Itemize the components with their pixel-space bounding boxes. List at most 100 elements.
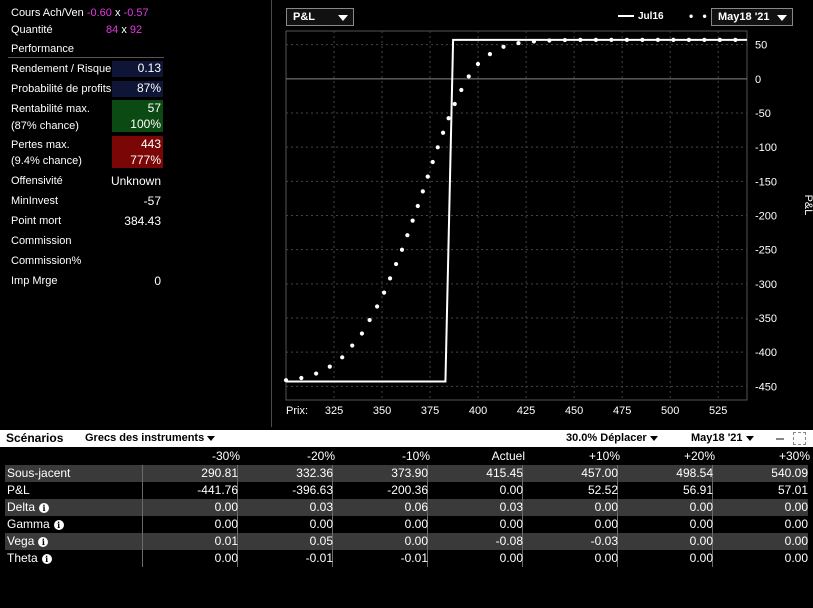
breakeven-value: 384.43 xyxy=(124,214,161,228)
y-tick-label: -450 xyxy=(755,381,777,393)
rr-value: 0.13 xyxy=(112,61,163,77)
qty-bid-value: 84 xyxy=(106,24,119,36)
expand-icon[interactable] xyxy=(793,432,806,445)
table-cell: 0.06 xyxy=(404,500,428,514)
series-dot-point xyxy=(446,116,451,121)
column-divider xyxy=(237,550,238,567)
series-dot-point xyxy=(405,233,410,238)
shift-dropdown-label: 30.0% Déplacer xyxy=(566,432,647,444)
series-dot-point xyxy=(501,44,506,49)
column-header: -20% xyxy=(306,449,335,463)
table-cell: 52.52 xyxy=(587,483,618,497)
column-divider xyxy=(142,465,143,482)
x-tick-label: 400 xyxy=(469,405,487,417)
info-icon[interactable]: i xyxy=(53,519,64,530)
series-dot-point xyxy=(671,37,676,42)
series-dot-point xyxy=(459,87,464,93)
column-divider xyxy=(712,482,713,499)
column-divider xyxy=(142,516,143,533)
row-label-text: Gamma xyxy=(7,517,50,531)
table-cell: 498.54 xyxy=(676,466,713,480)
table-cell: 290.81 xyxy=(201,466,238,480)
table-cell: 540.09 xyxy=(771,466,808,480)
table-cell: -396.63 xyxy=(292,483,333,497)
series-dot-point xyxy=(440,130,446,135)
column-divider xyxy=(522,516,523,533)
chevron-down-icon xyxy=(777,15,787,21)
shift-dropdown[interactable]: 30.0% Déplacer xyxy=(566,432,658,444)
chart-type-dropdown[interactable]: P&L xyxy=(286,8,354,26)
series-dot-point xyxy=(547,38,552,43)
column-divider xyxy=(712,516,713,533)
series-dot-point xyxy=(299,375,304,381)
rr-label: Rendement / Risque xyxy=(11,63,112,75)
minimize-icon[interactable] xyxy=(776,438,784,440)
series-dot-point xyxy=(283,378,289,383)
table-cell: 373.90 xyxy=(391,466,428,480)
table-cell: 0.00 xyxy=(214,500,238,514)
x-tick-label: 350 xyxy=(373,405,391,417)
offensivite-label: Offensivité xyxy=(11,175,63,187)
divider xyxy=(8,57,164,58)
x-axis-prefix: Prix: xyxy=(286,405,308,417)
scenarios-header: Scénarios Grecs des instruments 30.0% Dé… xyxy=(0,430,813,447)
y-tick-label: 0 xyxy=(755,74,761,86)
table-cell: 0.00 xyxy=(689,517,713,531)
column-divider xyxy=(427,533,428,550)
info-icon[interactable]: i xyxy=(41,553,52,564)
pp-label: Probabilité de profits xyxy=(11,83,112,95)
y-tick-label: -400 xyxy=(755,347,777,359)
column-divider xyxy=(522,482,523,499)
series-dot-point xyxy=(350,343,355,348)
column-divider xyxy=(427,516,428,533)
scenarios-panel: Scénarios Grecs des instruments 30.0% Dé… xyxy=(0,430,813,608)
column-divider xyxy=(712,533,713,550)
column-divider xyxy=(142,533,143,550)
x-tick-label: 425 xyxy=(517,405,535,417)
y-tick-label: -100 xyxy=(755,142,777,154)
x-tick-label: 375 xyxy=(421,405,439,417)
table-cell: 0.00 xyxy=(689,534,713,548)
row-label: Gamma i xyxy=(7,517,64,531)
greeks-dropdown[interactable]: Grecs des instruments xyxy=(85,432,216,444)
x-separator: x xyxy=(121,24,127,36)
column-header: +10% xyxy=(588,449,620,463)
imp-mrge-label: Imp Mrge xyxy=(11,275,58,287)
y-tick-label: 50 xyxy=(755,40,767,52)
date-dropdown-label: May18 '21 xyxy=(718,11,770,23)
table-cell: 0.00 xyxy=(784,534,808,548)
table-cell: 0.00 xyxy=(689,500,713,514)
row-label-text: Vega xyxy=(7,534,35,548)
series-dot-point xyxy=(531,39,537,44)
x-tick-label: 475 xyxy=(613,405,631,417)
rm-label: Rentabilité max. xyxy=(11,103,90,115)
scenario-date-dropdown[interactable]: May18 '21 xyxy=(691,432,754,444)
table-cell: 0.00 xyxy=(214,517,238,531)
info-icon[interactable]: i xyxy=(39,502,50,513)
chevron-down-icon xyxy=(338,15,348,21)
column-divider xyxy=(142,482,143,499)
series-dot-point xyxy=(420,189,425,194)
row-label: Sous-jacent xyxy=(7,466,70,480)
y-tick-label: -300 xyxy=(755,279,777,291)
date-dropdown[interactable]: May18 '21 xyxy=(711,8,793,26)
y-tick-label: -200 xyxy=(755,211,777,223)
table-cell: 0.05 xyxy=(309,534,333,548)
solid-line-icon xyxy=(618,15,634,18)
row-label-text: P&L xyxy=(7,483,30,497)
column-divider xyxy=(332,550,333,567)
info-icon[interactable]: i xyxy=(38,536,49,547)
dotted-line-icon: • • xyxy=(689,9,710,23)
column-divider xyxy=(712,499,713,516)
table-cell: 57.01 xyxy=(777,483,808,497)
series-dot-point xyxy=(367,317,372,323)
column-divider xyxy=(617,516,618,533)
scenario-column-headers: -30% -20% -10% Actuel +10% +20% +30% xyxy=(0,448,813,464)
table-cell: 0.00 xyxy=(309,517,333,531)
row-label: Vega i xyxy=(7,534,49,548)
x-tick-label: 450 xyxy=(565,405,583,417)
table-cell: -441.76 xyxy=(197,483,238,497)
series-dot-point xyxy=(516,40,521,46)
scenario-date-label: May18 '21 xyxy=(691,432,743,444)
series-dot-point xyxy=(415,203,420,209)
